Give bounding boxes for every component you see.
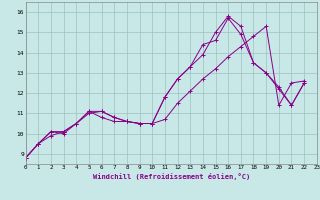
X-axis label: Windchill (Refroidissement éolien,°C): Windchill (Refroidissement éolien,°C) — [92, 173, 250, 180]
